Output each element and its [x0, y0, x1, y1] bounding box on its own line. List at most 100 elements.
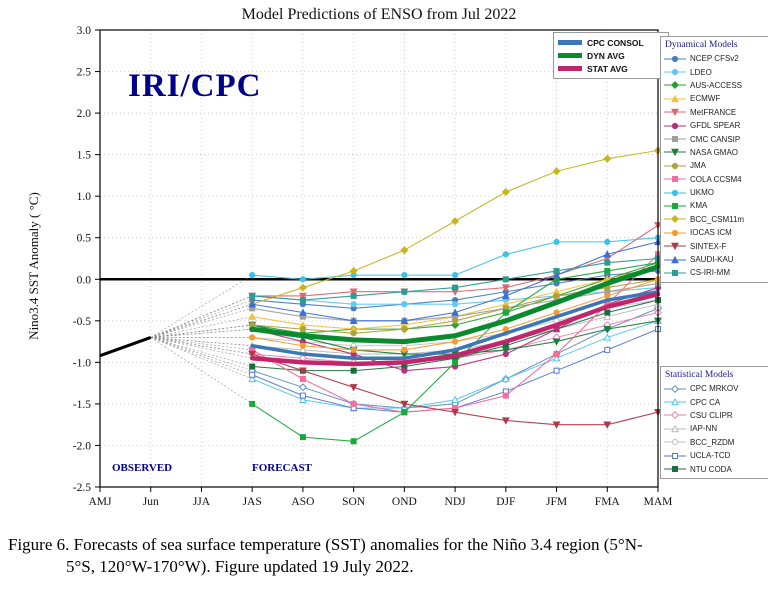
legend-entry-label: KMA — [690, 201, 708, 211]
square-marker-icon — [664, 452, 686, 459]
legend-entry: AUS-ACCESS — [664, 79, 766, 92]
legend-entry-label: MetFRANCE — [690, 107, 737, 117]
svg-text:3.0: 3.0 — [77, 25, 92, 37]
average-legend-label: STAT AVG — [587, 63, 628, 74]
circle-marker-icon — [664, 229, 686, 236]
circle-marker-icon — [664, 189, 686, 196]
svg-text:-1.0: -1.0 — [73, 357, 91, 369]
legend-entry: UCLA-TCD — [664, 449, 766, 462]
circle-marker-icon — [664, 162, 686, 169]
legend-entry-label: BCC_CSM11m — [690, 214, 745, 224]
square-marker-icon — [664, 176, 686, 183]
svg-text:SON: SON — [342, 496, 366, 508]
svg-text:JAS: JAS — [243, 496, 262, 508]
forecast-label: FORECAST — [252, 462, 312, 474]
svg-text:MAM: MAM — [644, 496, 673, 508]
y-axis-label: Nino3.4 SST Anomaly ( °C) — [26, 192, 41, 340]
legend-entry-label: CPC MRKOV — [690, 384, 739, 394]
statistical-models-legend: Statistical Models CPC MRKOV CPC CA CSU CL… — [660, 366, 768, 479]
legend-entry: MetFRANCE — [664, 106, 766, 119]
legend-entry-label: UKMO — [690, 188, 714, 198]
legend-entry-label: NTU CODA — [690, 464, 732, 474]
legend-entry: BCC_RZDM — [664, 436, 766, 449]
triangle-up-marker-icon — [664, 255, 686, 263]
legend-entry: IAP-NN — [664, 422, 766, 435]
legend-entry-label: CS-IRI-MM — [690, 268, 730, 278]
legend-entry-label: CPC CA — [690, 397, 721, 407]
averages-legend: CPC CONSOL DYN AVG STAT AVG — [553, 32, 669, 79]
legend-entry-label: COLA CCSM4 — [690, 174, 742, 184]
square-marker-icon — [664, 136, 686, 143]
svg-text:-2.5: -2.5 — [73, 482, 91, 494]
svg-text:-2.0: -2.0 — [73, 440, 91, 452]
average-legend-entry: DYN AVG — [558, 49, 664, 62]
legend-entry-label: GFDL SPEAR — [690, 121, 741, 131]
legend-entry-label: NCEP CFSv2 — [690, 54, 739, 64]
svg-text:FMA: FMA — [595, 496, 621, 508]
chart-title: Model Predictions of ENSO from Jul 2022 — [241, 6, 517, 23]
legend-entry: NTU CODA — [664, 462, 766, 475]
legend-entry-label: CSU CLIPR — [690, 410, 733, 420]
legend-entry: COLA CCSM4 — [664, 173, 766, 186]
circle-marker-icon — [664, 55, 686, 62]
legend-entry-label: ECMWF — [690, 94, 721, 104]
figure-caption: Figure 6. Forecasts of sea surface tempe… — [8, 534, 760, 579]
svg-text:DJF: DJF — [496, 496, 515, 508]
legend-entry: LDEO — [664, 65, 766, 78]
svg-text:0.5: 0.5 — [77, 233, 92, 245]
triangle-up-marker-icon — [664, 397, 686, 406]
circle-marker-icon — [664, 68, 686, 76]
legend-entry-label: UCLA-TCD — [690, 451, 731, 461]
svg-text:-0.5: -0.5 — [73, 316, 91, 328]
legend-entry: SAUDI-KAU — [664, 253, 766, 266]
svg-text:1.5: 1.5 — [77, 150, 92, 162]
triangle-down-marker-icon — [664, 242, 686, 251]
legend-entry: NASA GMAO — [664, 146, 766, 159]
legend-entry: GFDL SPEAR — [664, 119, 766, 132]
legend-entry-label: NASA GMAO — [690, 147, 739, 157]
statistical-models-legend-title: Statistical Models — [665, 370, 734, 380]
circle-marker-icon — [664, 439, 686, 446]
legend-entry: IOCAS ICM — [664, 226, 766, 239]
triangle-up-marker-icon — [664, 424, 686, 433]
legend-entry-label: CMC CANSIP — [690, 134, 741, 144]
average-line-swatch — [558, 40, 582, 45]
legend-entry: ECMWF — [664, 92, 766, 105]
average-legend-label: CPC CONSOL — [587, 37, 644, 48]
legend-entry: CPC CA — [664, 395, 766, 408]
triangle-down-marker-icon — [664, 149, 686, 157]
average-legend-entry: CPC CONSOL — [558, 36, 664, 49]
statistical-models-legend-rows: CPC MRKOV CPC CA CSU CLIPR IAP-NN BCC_RZDM UC… — [664, 382, 766, 476]
legend-entry: BCC_CSM11m — [664, 213, 766, 226]
square-marker-icon — [664, 202, 686, 209]
caption-line-1: Figure 6. Forecasts of sea surface tempe… — [8, 535, 643, 554]
dynamical-models-legend-title: Dynamical Models — [665, 40, 738, 50]
svg-text:NDJ: NDJ — [445, 496, 467, 508]
svg-text:2.0: 2.0 — [77, 108, 92, 120]
circle-marker-icon — [664, 122, 686, 129]
legend-entry-label: AUS-ACCESS — [690, 80, 743, 90]
square-marker-icon — [664, 269, 686, 276]
legend-entry-label: LDEO — [690, 67, 712, 77]
caption-line-2: 5°S, 120°W-170°W). Figure updated 19 Jul… — [66, 557, 414, 577]
svg-text:OND: OND — [392, 496, 417, 508]
legend-entry: UKMO — [664, 186, 766, 199]
svg-text:AMJ: AMJ — [88, 496, 112, 508]
dynamical-models-legend-rows: NCEP CFSv2 LDEO AUS-ACCESS ECMWF MetFRANCE GF… — [664, 52, 766, 280]
diamond-marker-icon — [664, 411, 686, 420]
legend-entry-label: SINTEX-F — [690, 241, 727, 251]
square-marker-icon — [664, 466, 686, 473]
svg-text:2.5: 2.5 — [77, 67, 92, 79]
diamond-marker-icon — [664, 81, 686, 90]
legend-entry: SINTEX-F — [664, 239, 766, 252]
svg-text:JFM: JFM — [546, 496, 567, 508]
iri-cpc-watermark: IRI/CPC — [128, 68, 262, 104]
legend-entry: CSU CLIPR — [664, 409, 766, 422]
svg-text:Jun: Jun — [143, 496, 159, 508]
triangle-up-marker-icon — [664, 94, 686, 103]
legend-entry-label: IOCAS ICM — [690, 228, 732, 238]
average-line-swatch — [558, 66, 582, 71]
svg-text:1.0: 1.0 — [77, 191, 92, 203]
observed-label: OBSERVED — [112, 462, 173, 474]
